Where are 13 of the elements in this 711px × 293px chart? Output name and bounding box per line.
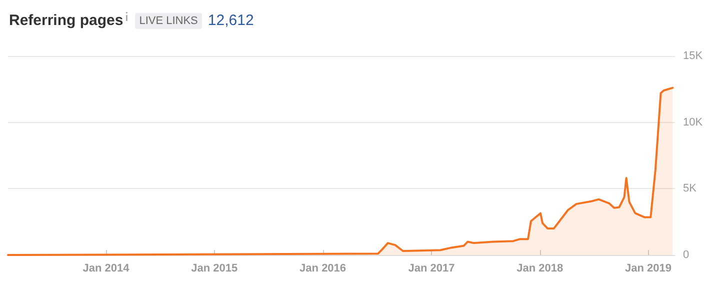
x-tick-label: Jan 2017 (408, 262, 455, 274)
x-tick-label: Jan 2018 (516, 262, 564, 274)
y-tick-label: 10K (683, 116, 704, 128)
x-tick-label: Jan 2016 (300, 262, 346, 274)
chart-subtitle: LIVE LINKS (135, 12, 202, 28)
x-tick-label: Jan 2019 (625, 262, 672, 274)
text: 12,612 (208, 12, 254, 29)
y-tick-label: 15K (683, 50, 704, 62)
y-tick-label: 0 (683, 249, 690, 261)
x-tick-label: Jan 2014 (82, 262, 130, 274)
y-tick-label: 5K (683, 182, 698, 195)
x-tick-label: Jan 2015 (191, 262, 238, 274)
chart-title: Referring pages (9, 12, 124, 29)
